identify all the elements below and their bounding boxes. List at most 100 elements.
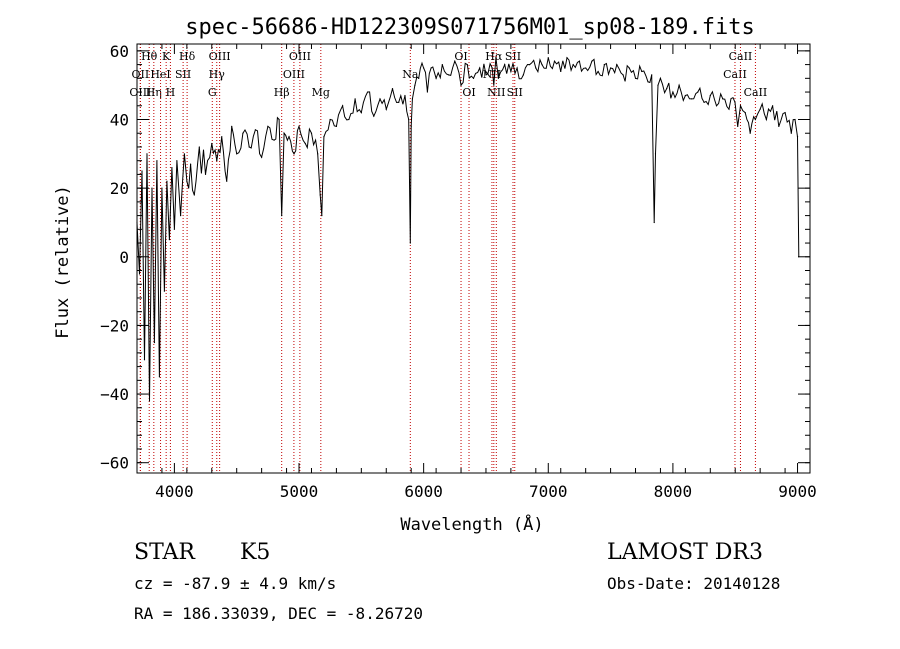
data-point [366, 91, 369, 93]
data-point [585, 67, 587, 69]
line-label-16: Na [402, 68, 419, 81]
y-tick-label: 0 [119, 248, 129, 267]
data-point [211, 142, 213, 145]
data-point [784, 112, 786, 114]
axis-ticks: 4000 5000 6000 7000 8000 9000 −60 −40 −20 0 20 40 60 [100, 42, 817, 501]
data-point [204, 173, 207, 176]
data-point [410, 125, 412, 127]
data-point [495, 57, 497, 59]
line-label-5: K [162, 50, 171, 63]
data-point [236, 153, 238, 155]
data-point [248, 146, 250, 148]
line-label-9: G [208, 86, 217, 99]
data-point [283, 132, 285, 134]
data-point [281, 215, 283, 217]
data-point [790, 132, 792, 134]
data-point [603, 63, 605, 66]
data-point [754, 118, 757, 121]
data-point [493, 84, 495, 86]
data-point [522, 74, 524, 76]
data-point [430, 67, 432, 69]
data-point [659, 77, 662, 79]
data-point [744, 112, 746, 114]
y-tick-label: 20 [110, 179, 129, 198]
data-point [547, 57, 549, 59]
data-point [323, 136, 325, 138]
data-point [739, 105, 742, 107]
data-point [535, 67, 537, 69]
data-point [321, 215, 323, 217]
data-point [597, 70, 599, 73]
data-point [143, 359, 146, 361]
data-point [278, 118, 280, 121]
data-point [354, 98, 356, 100]
line-label-11: OIII [209, 50, 231, 63]
x-tick-label: 5000 [280, 482, 319, 501]
data-point [288, 136, 290, 138]
data-point [622, 74, 624, 76]
data-point [310, 132, 313, 134]
data-point [231, 125, 233, 127]
data-point [183, 153, 185, 155]
data-point [722, 98, 724, 100]
data-point [156, 160, 158, 162]
data-point [765, 118, 767, 121]
data-point [772, 105, 774, 107]
data-point [329, 118, 331, 121]
line-label-10: Hγ [209, 68, 226, 81]
y-tick-label: 40 [110, 111, 129, 130]
y-axis-label: Flux (relative) [53, 185, 73, 339]
data-point [749, 132, 751, 134]
data-point [728, 108, 730, 110]
data-point [298, 125, 300, 127]
data-point [360, 112, 362, 114]
data-point [216, 160, 218, 162]
data-point [553, 60, 556, 62]
data-point [634, 77, 637, 79]
line-label-0: Hθ [141, 50, 158, 63]
data-point [616, 63, 618, 66]
line-label-21: NII [487, 86, 505, 99]
data-point [161, 187, 163, 189]
data-point [319, 194, 321, 196]
data-point [703, 101, 705, 103]
data-point [158, 376, 161, 378]
data-point [654, 153, 657, 155]
x-tick-label: 6000 [404, 482, 443, 501]
data-point [491, 67, 493, 69]
y-tick-label: −20 [100, 316, 129, 335]
object-class: STAR [134, 540, 195, 565]
data-point [409, 242, 411, 244]
data-point [426, 91, 428, 93]
data-point [666, 88, 668, 90]
line-label-7: SII [175, 68, 191, 81]
data-point [342, 105, 344, 107]
data-point [151, 187, 153, 189]
line-label-22: SII [505, 50, 521, 63]
data-point [411, 98, 414, 100]
line-label-8: Hδ [179, 50, 196, 63]
data-point [168, 239, 171, 241]
data-point [510, 70, 512, 73]
data-point [138, 273, 141, 275]
data-point [504, 63, 506, 66]
data-point [528, 63, 531, 66]
data-point [672, 91, 674, 93]
data-point [193, 194, 195, 196]
data-point [242, 132, 244, 134]
data-point [657, 84, 659, 86]
data-point [709, 94, 711, 97]
spectral-line-markers: HθOIIOIIIHηHeIKHSIIHδGHγOIIIHβOIIIOIIIMg… [129, 44, 767, 473]
data-point [398, 101, 400, 103]
data-point [335, 125, 338, 127]
data-point [566, 57, 568, 59]
data-point [684, 94, 686, 97]
data-point [759, 108, 761, 110]
data-point [794, 118, 796, 121]
data-point [447, 74, 450, 76]
line-label-20: Hα [485, 50, 503, 63]
data-point [385, 108, 387, 110]
survey-name: LAMOST DR3 [607, 540, 763, 565]
data-point [414, 84, 416, 86]
